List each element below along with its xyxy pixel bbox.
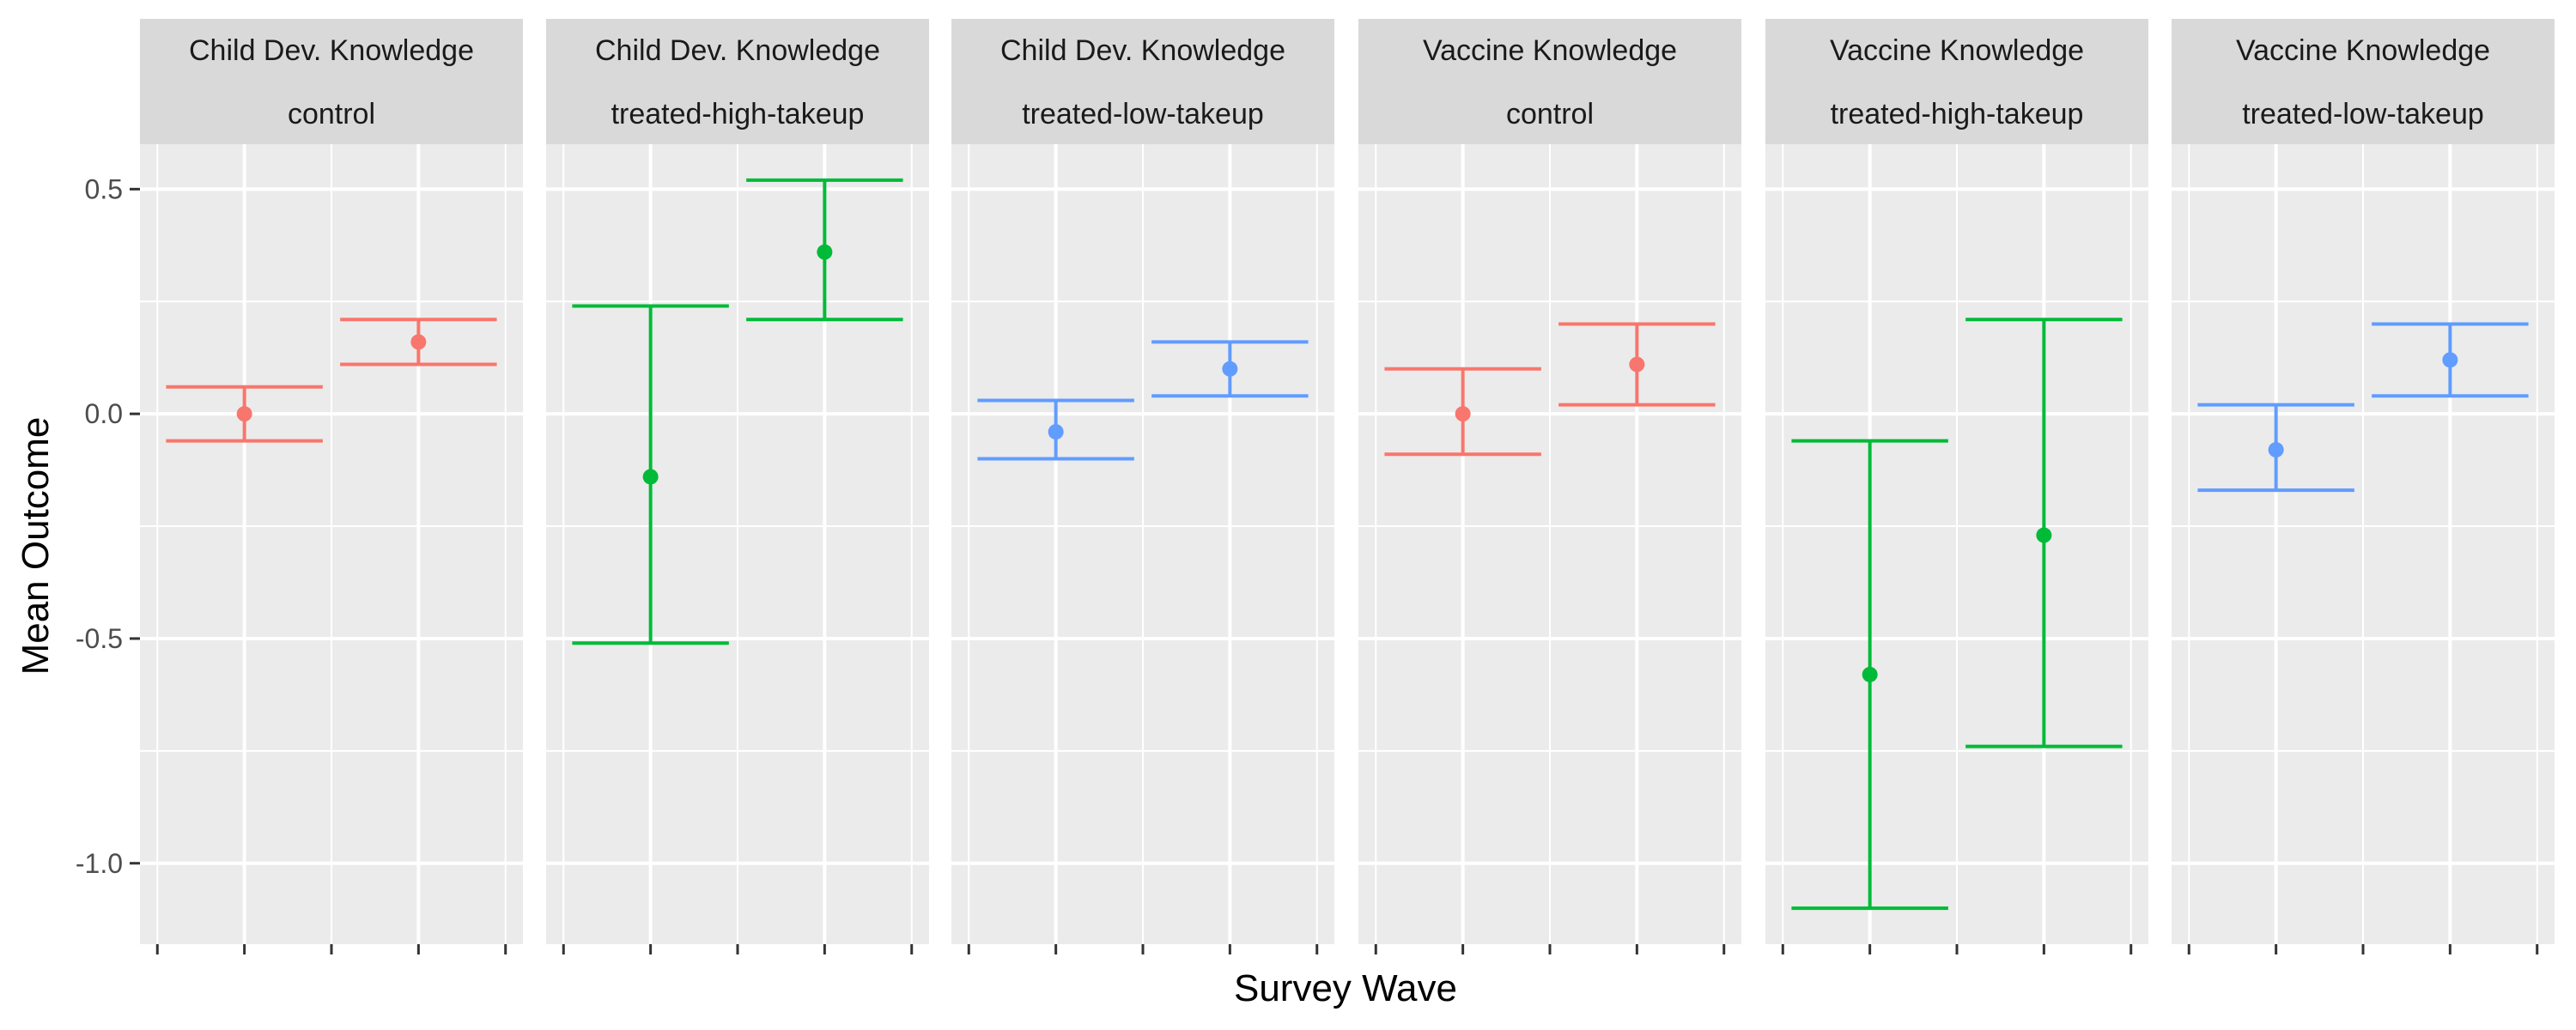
- mean-point: [1048, 424, 1064, 440]
- facet-strip: [1765, 19, 2148, 144]
- facet-strip-outcome: Vaccine Knowledge: [1830, 34, 2084, 67]
- facet-strip: [2172, 19, 2555, 144]
- y-tick-label: -1.0: [76, 848, 123, 879]
- facet-panel: Child Dev. Knowledge treated-high-takeup: [546, 19, 929, 954]
- facet-strip-group: treated-low-takeup: [2242, 98, 2484, 130]
- facet-strip-outcome: Vaccine Knowledge: [2236, 34, 2490, 67]
- facet-strip-group: treated-high-takeup: [611, 98, 865, 130]
- facet-strip: [1358, 19, 1741, 144]
- facet-panel: Child Dev. Knowledge treated-low-takeup: [951, 19, 1334, 954]
- facet-strip-outcome: Vaccine Knowledge: [1423, 34, 1677, 67]
- y-axis-title: Mean Outcome: [15, 417, 57, 676]
- facet-strip: [140, 19, 523, 144]
- facet-strip-outcome: Child Dev. Knowledge: [189, 34, 474, 67]
- facet-panel: Vaccine Knowledge control: [1358, 19, 1741, 954]
- x-axis-title: Survey Wave: [1234, 967, 1457, 1009]
- mean-point: [236, 406, 252, 422]
- y-tick-label: -0.5: [76, 623, 123, 654]
- facet-strip-group: treated-low-takeup: [1022, 98, 1264, 130]
- y-axis: 0.5 0.0 -0.5 -1.0: [76, 173, 140, 879]
- mean-point: [1455, 406, 1471, 422]
- mean-point: [2036, 527, 2052, 543]
- mean-point: [2268, 442, 2284, 458]
- facet-panel: Child Dev. Knowledge control: [140, 19, 523, 954]
- facet-panel: Vaccine Knowledge treated-high-takeup: [1765, 19, 2148, 954]
- facet-strip: [951, 19, 1334, 144]
- y-tick-label: 0.5: [85, 173, 123, 204]
- mean-point: [642, 469, 659, 485]
- y-tick-label: 0.0: [85, 398, 123, 429]
- mean-point: [1629, 356, 1645, 373]
- facet-strip-group: control: [1506, 98, 1594, 130]
- mean-point: [2442, 352, 2458, 368]
- facet-strip-outcome: Child Dev. Knowledge: [595, 34, 880, 67]
- mean-point: [817, 244, 833, 260]
- facet-strip: [546, 19, 929, 144]
- facet-strip-group: treated-high-takeup: [1831, 98, 2084, 130]
- mean-point: [1222, 360, 1238, 377]
- mean-point: [1862, 666, 1878, 682]
- facet-panel: Vaccine Knowledge treated-low-takeup: [2172, 19, 2555, 954]
- facet-strip-outcome: Child Dev. Knowledge: [1000, 34, 1285, 67]
- mean-point: [410, 334, 427, 350]
- facet-strip-group: control: [288, 98, 375, 130]
